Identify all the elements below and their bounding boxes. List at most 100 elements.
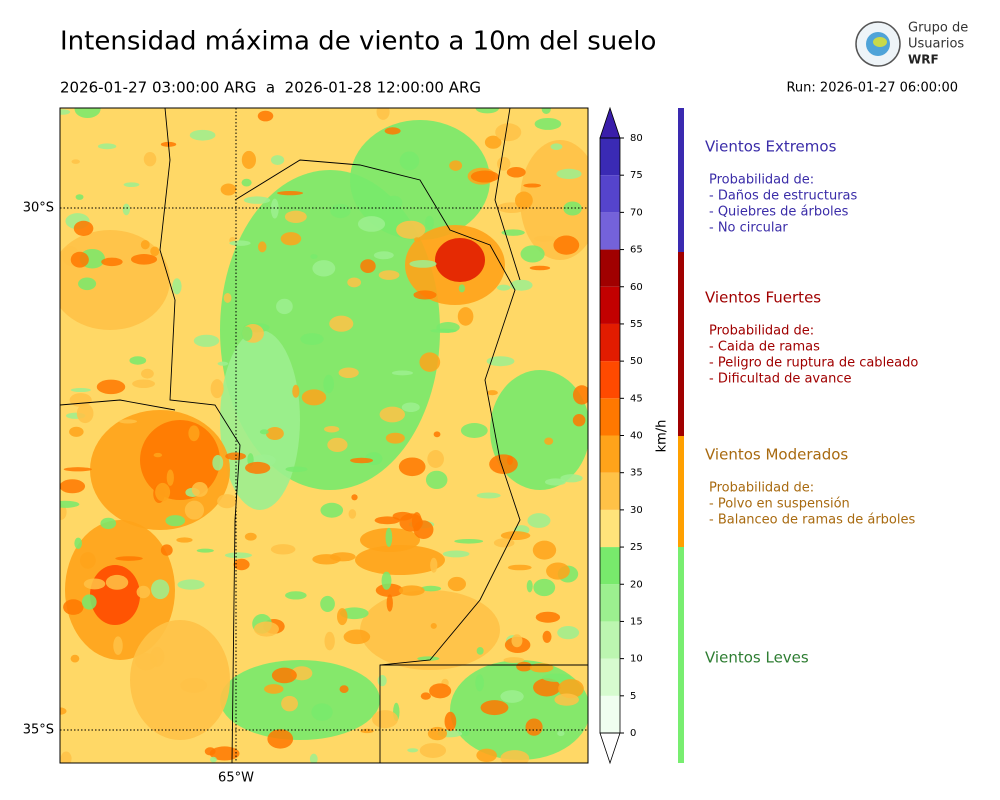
wind-patch <box>129 356 147 365</box>
border <box>494 108 521 281</box>
wind-patch <box>429 683 452 699</box>
wind-patch <box>500 531 531 541</box>
period: 2026-01-27 03:00:00 ARG a 2026-01-28 12:… <box>60 79 481 97</box>
wind-patch <box>220 183 237 196</box>
wind-patch <box>458 284 466 293</box>
wind-patch <box>233 558 250 571</box>
wind-patch <box>324 425 340 433</box>
border <box>159 108 241 763</box>
wind-patch <box>123 182 140 188</box>
colorbar-tick-label: 0 <box>630 728 636 739</box>
wind-patch <box>73 220 94 236</box>
legend-title: Vientos Extremos <box>705 138 837 156</box>
colorbar-tick-label: 35 <box>630 468 643 479</box>
wind-patch <box>427 726 447 741</box>
wind-patch <box>413 290 437 300</box>
wind-patch <box>97 143 117 150</box>
colorbar-tick-label: 30 <box>630 505 643 516</box>
wind-patch <box>533 578 556 597</box>
wind-area <box>220 660 380 740</box>
colorbar-bin <box>600 138 620 176</box>
wind-patch <box>75 194 84 200</box>
wind-patch <box>386 594 393 612</box>
wind-patch <box>310 254 318 259</box>
colorbar-bin <box>600 212 620 250</box>
wind-patch <box>270 544 296 555</box>
wind-patch <box>533 678 561 697</box>
wind-patch <box>151 579 170 600</box>
wind-patch <box>554 693 579 706</box>
colorbar-bin <box>600 547 620 585</box>
wind-patch <box>258 241 267 253</box>
legend-bar <box>678 547 684 763</box>
wind-patch <box>329 552 356 562</box>
wind-patch <box>385 195 403 210</box>
wind-patch <box>267 729 294 749</box>
wind-patch <box>384 127 401 135</box>
colorbar-tick-label: 70 <box>630 207 643 218</box>
wind-patch <box>497 156 511 171</box>
wind-patch <box>563 201 582 216</box>
wind-patch <box>529 265 551 271</box>
wind-patch <box>470 170 499 183</box>
wind-patch <box>60 500 80 508</box>
colorbar-tick-label: 55 <box>630 319 643 330</box>
wind-patch <box>401 402 420 413</box>
colorbar-tick-label: 60 <box>630 282 643 293</box>
wind-patch <box>425 470 448 490</box>
wind-patch <box>78 277 97 291</box>
wind-patch <box>510 279 533 291</box>
wind-patch <box>525 718 543 736</box>
logo: Grupo de Usuarios WRF <box>855 21 968 67</box>
wind-patch <box>337 608 348 626</box>
colorbar-tick-label: 5 <box>630 691 636 702</box>
wind-patch <box>476 748 497 763</box>
wind-patch <box>372 710 399 729</box>
wind-patch <box>177 579 205 590</box>
wind-patch <box>544 478 566 486</box>
wind-patch <box>546 562 570 580</box>
wind-patch <box>411 512 422 532</box>
wind-patch <box>285 591 307 600</box>
colorbar-tick-label: 50 <box>630 356 643 367</box>
wind-patch <box>265 426 284 441</box>
wind-patch <box>396 220 426 239</box>
wind-patch <box>212 455 224 471</box>
wind-patch <box>419 352 441 372</box>
legend-title: Vientos Moderados <box>705 446 848 464</box>
wind-patch <box>184 500 205 520</box>
wind-patch <box>259 429 269 435</box>
wind-patch <box>460 423 488 438</box>
logo-text: WRF <box>908 53 939 67</box>
wind-patch <box>360 259 376 274</box>
wind-patch <box>560 474 583 483</box>
colorbar-tick-label: 15 <box>630 616 643 627</box>
wind-patch <box>514 191 533 210</box>
colorbar-bin <box>600 472 620 510</box>
colorbar-tick-label: 75 <box>630 170 643 181</box>
wind-patch <box>60 504 67 520</box>
wind-area <box>220 330 300 510</box>
legend-bar <box>678 108 684 252</box>
wind-patch <box>461 729 470 737</box>
lat-label: 30°S <box>23 201 54 216</box>
wind-patch <box>475 108 500 114</box>
wind-patch <box>417 656 440 661</box>
wind-patch <box>420 585 442 592</box>
border <box>234 159 521 763</box>
logo-cloud <box>873 37 887 47</box>
wind-patch <box>224 552 252 559</box>
wind-area <box>355 545 445 575</box>
wind-patch <box>430 328 457 333</box>
wind-patch <box>323 374 334 394</box>
wind-patch <box>360 728 374 734</box>
wind-patch <box>391 370 413 376</box>
wind-patch <box>542 673 572 682</box>
wind-patch <box>427 450 444 468</box>
wind-patch <box>523 183 542 188</box>
wind-patch <box>257 110 274 122</box>
wind-area <box>450 660 588 760</box>
legend-bar <box>678 436 684 547</box>
wind-patch <box>204 747 216 756</box>
